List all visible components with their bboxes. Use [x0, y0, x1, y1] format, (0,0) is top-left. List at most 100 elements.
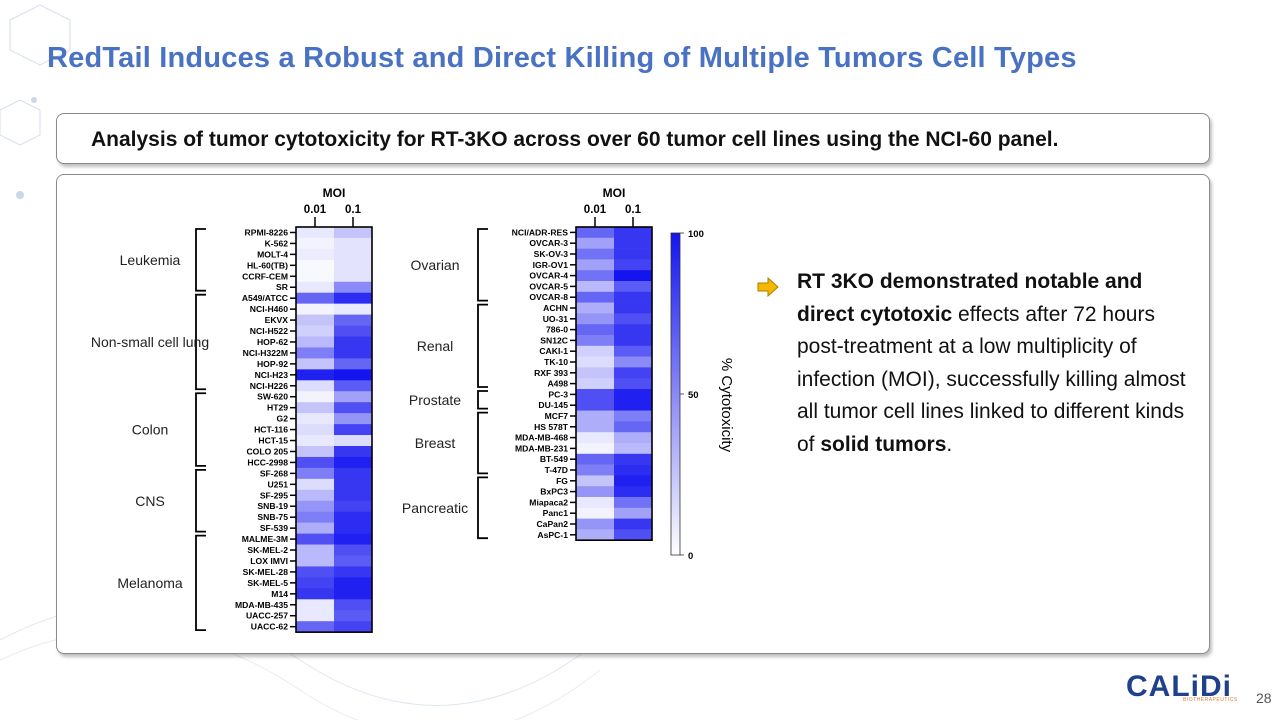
tumor-group-label: Ovarian [410, 257, 459, 273]
heatmap-cell [614, 281, 653, 293]
cell-line-label: EKVX [265, 315, 289, 325]
heatmap-cell [334, 588, 373, 600]
group-bracket [195, 392, 206, 467]
cell-line-label: G2 [277, 414, 289, 424]
tumor-group-label: Non-small cell lung [91, 334, 209, 350]
heatmap-cell [296, 467, 335, 480]
heatmap-cell [334, 522, 373, 534]
tumor-group-label: Pancreatic [402, 500, 468, 516]
heatmap-cell [614, 507, 653, 519]
cell-line-label: SF-295 [260, 490, 288, 500]
cell-line-label: NCI/ADR-RES [512, 227, 569, 237]
heatmap-cell [614, 227, 653, 239]
cell-line-label: SK-MEL-28 [243, 567, 289, 577]
group-bracket [477, 411, 488, 475]
heatmap-cell [614, 410, 653, 422]
company-logo: CALiDi [1126, 670, 1232, 703]
colorbar-tick-label: 100 [688, 229, 704, 240]
heatmap-cell [614, 399, 653, 411]
heatmap-cell [296, 402, 335, 414]
heatmap-cell [334, 489, 373, 502]
heatmap-cell [576, 453, 615, 465]
heatmap-cell [334, 511, 373, 523]
cell-line-label: HS 578T [534, 422, 569, 432]
subtitle: Analysis of tumor cytotoxicity for RT-3K… [91, 128, 1059, 151]
heatmap-cell [614, 237, 653, 249]
heatmap-cell [296, 489, 335, 502]
cell-line-label: OVCAR-4 [529, 271, 568, 281]
heatmap-cell [296, 380, 335, 392]
heatmap-cell [334, 336, 373, 348]
heatmap-cell [614, 259, 653, 271]
tumor-group-label: Renal [417, 338, 454, 354]
tumor-group-label: Colon [132, 422, 169, 438]
heatmap-cell [296, 478, 335, 491]
heatmap-cell [296, 237, 335, 250]
group-bracket [477, 228, 488, 302]
summary-normal-1: effects after 72 hours post-treatment at… [797, 302, 1186, 456]
cell-line-label: OVCAR-5 [529, 281, 568, 291]
heatmap-cell [334, 533, 373, 545]
heatmap-cell [334, 227, 373, 239]
heatmap-cell [576, 432, 615, 444]
cell-line-label: 786-0 [546, 325, 568, 335]
moi-column-label: 0.01 [304, 204, 327, 216]
heatmap-cell [334, 270, 373, 283]
cell-line-label: MDA-MB-468 [515, 433, 568, 443]
cell-line-label: FG [556, 476, 568, 486]
moi-axis-label: MOI [603, 186, 626, 200]
heatmap-cell [576, 475, 615, 487]
heatmap-cell [334, 566, 373, 578]
heatmap-cell [576, 497, 615, 509]
heatmap-cell [576, 291, 615, 303]
heatmap-cell [614, 443, 653, 455]
heatmap-cell [576, 399, 615, 411]
heatmap-cell [296, 435, 335, 447]
heatmap-cell [576, 302, 615, 314]
heatmap-cell [576, 248, 615, 260]
heatmap-cell [334, 413, 373, 425]
heatmap-cell [614, 270, 653, 282]
heatmap-cell [614, 302, 653, 314]
heatmap-cell [576, 335, 615, 347]
heatmap-cell [576, 443, 615, 455]
cell-line-label: SK-MEL-2 [247, 545, 288, 555]
heatmap-cell [334, 314, 373, 326]
heatmap-cell [296, 369, 335, 381]
heatmap-cell [576, 378, 615, 390]
heatmap-cell [296, 347, 335, 359]
cell-line-label: CCRF-CEM [242, 271, 288, 281]
heatmap-cell [296, 325, 335, 337]
heatmap-cell [614, 345, 653, 357]
cell-line-label: HCC-2998 [247, 457, 288, 467]
cell-line-label: SNB-19 [257, 501, 288, 511]
heatmap-cell [614, 421, 653, 433]
heatmap-cell [614, 453, 653, 465]
moi-axis-label: MOI [323, 186, 346, 200]
cell-line-label: Miapaca2 [529, 497, 568, 507]
cell-line-label: HCT-15 [258, 436, 288, 446]
heatmap-cell [334, 259, 373, 272]
heatmap-cell [334, 555, 373, 567]
cell-line-label: NCI-H322M [243, 348, 288, 358]
cell-line-label: LOX IMVI [250, 556, 288, 566]
cell-line-label: BT-549 [540, 454, 568, 464]
heatmap-cell [334, 500, 373, 512]
tumor-group-label: Breast [415, 435, 456, 451]
heatmap-cell [576, 356, 615, 368]
heatmap-cell [296, 336, 335, 348]
heatmap-cell [334, 544, 373, 556]
heatmap-cell [614, 356, 653, 368]
heatmap-cell [296, 544, 335, 556]
group-bracket [195, 469, 206, 533]
heatmap-cell [296, 566, 335, 578]
heatmap-cell [334, 237, 373, 250]
cell-line-label: NCI-H226 [250, 381, 288, 391]
cell-line-label: SNB-75 [257, 512, 288, 522]
colorbar-tick-label: 50 [688, 390, 699, 401]
cell-line-label: SR [276, 282, 289, 292]
heatmap-cell [576, 421, 615, 433]
moi-column-label: 0.1 [625, 204, 642, 216]
group-bracket [195, 228, 206, 292]
heatmap-cell [334, 347, 373, 359]
